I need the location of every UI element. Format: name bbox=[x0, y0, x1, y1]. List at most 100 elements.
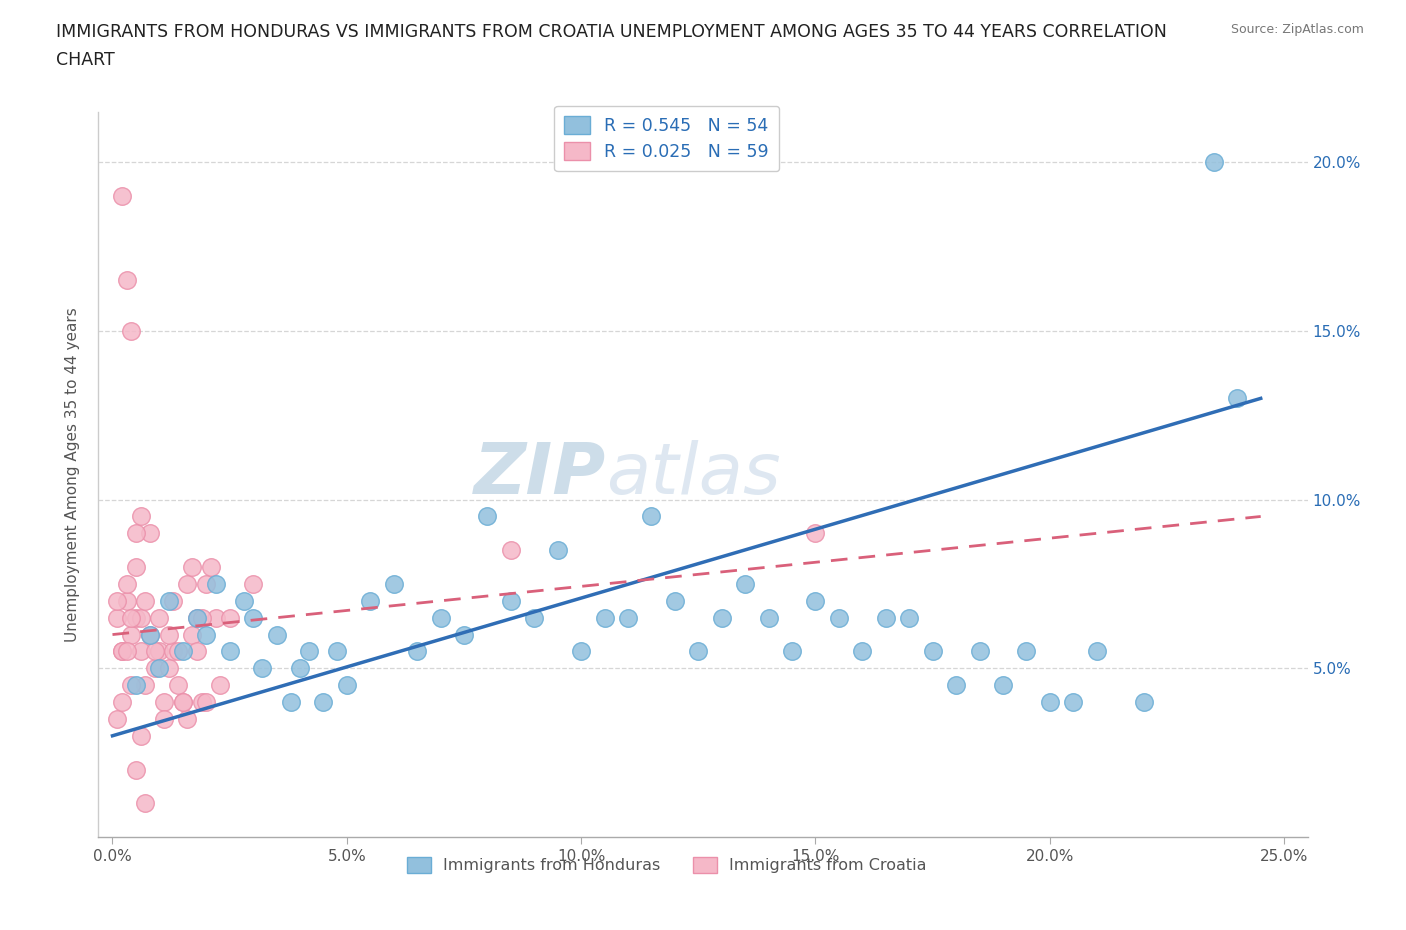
Point bbox=[148, 610, 170, 625]
Point bbox=[125, 678, 148, 693]
Point bbox=[125, 525, 148, 540]
Point bbox=[120, 678, 142, 693]
Point bbox=[195, 627, 218, 642]
Point bbox=[780, 644, 803, 658]
Point bbox=[134, 796, 156, 811]
Point bbox=[125, 762, 148, 777]
Point bbox=[195, 577, 218, 591]
Point bbox=[125, 610, 148, 625]
Point bbox=[190, 695, 212, 710]
Point bbox=[176, 711, 198, 726]
Point bbox=[406, 644, 429, 658]
Point bbox=[547, 543, 569, 558]
Point bbox=[115, 593, 138, 608]
Point bbox=[477, 509, 499, 524]
Point bbox=[326, 644, 349, 658]
Point bbox=[209, 678, 232, 693]
Point bbox=[186, 610, 208, 625]
Point bbox=[115, 577, 138, 591]
Point bbox=[157, 593, 180, 608]
Point bbox=[143, 661, 166, 676]
Point bbox=[129, 610, 152, 625]
Point bbox=[252, 661, 274, 676]
Point bbox=[190, 610, 212, 625]
Point bbox=[382, 577, 405, 591]
Point bbox=[153, 711, 176, 726]
Point bbox=[162, 593, 184, 608]
Point bbox=[1085, 644, 1108, 658]
Point bbox=[186, 610, 208, 625]
Point bbox=[617, 610, 640, 625]
Point bbox=[167, 644, 190, 658]
Point bbox=[1202, 154, 1225, 169]
Text: atlas: atlas bbox=[606, 440, 780, 509]
Point bbox=[181, 560, 204, 575]
Point bbox=[991, 678, 1014, 693]
Point bbox=[688, 644, 710, 658]
Point bbox=[288, 661, 311, 676]
Point bbox=[167, 678, 190, 693]
Y-axis label: Unemployment Among Ages 35 to 44 years: Unemployment Among Ages 35 to 44 years bbox=[65, 307, 80, 642]
Point bbox=[139, 525, 162, 540]
Point bbox=[804, 525, 827, 540]
Point bbox=[129, 728, 152, 743]
Point bbox=[139, 627, 162, 642]
Text: ZIP: ZIP bbox=[474, 440, 606, 509]
Point bbox=[336, 678, 359, 693]
Point bbox=[499, 593, 522, 608]
Point bbox=[153, 695, 176, 710]
Point bbox=[1015, 644, 1038, 658]
Point bbox=[280, 695, 302, 710]
Point bbox=[828, 610, 851, 625]
Point bbox=[162, 644, 184, 658]
Point bbox=[569, 644, 592, 658]
Point bbox=[710, 610, 733, 625]
Point bbox=[429, 610, 451, 625]
Point bbox=[218, 644, 240, 658]
Point bbox=[195, 695, 218, 710]
Point bbox=[945, 678, 967, 693]
Point bbox=[172, 644, 194, 658]
Point bbox=[105, 711, 128, 726]
Point bbox=[921, 644, 943, 658]
Point bbox=[134, 593, 156, 608]
Point bbox=[105, 610, 128, 625]
Point bbox=[298, 644, 321, 658]
Point bbox=[523, 610, 546, 625]
Point bbox=[875, 610, 897, 625]
Point bbox=[115, 272, 138, 287]
Point bbox=[204, 577, 226, 591]
Point bbox=[111, 189, 134, 204]
Point bbox=[1226, 391, 1249, 405]
Point bbox=[204, 610, 226, 625]
Point bbox=[499, 543, 522, 558]
Point bbox=[1039, 695, 1062, 710]
Point bbox=[143, 644, 166, 658]
Point bbox=[105, 593, 128, 608]
Point bbox=[1062, 695, 1084, 710]
Legend: Immigrants from Honduras, Immigrants from Croatia: Immigrants from Honduras, Immigrants fro… bbox=[401, 850, 934, 880]
Point bbox=[969, 644, 991, 658]
Point bbox=[593, 610, 616, 625]
Point bbox=[266, 627, 288, 642]
Point bbox=[129, 644, 152, 658]
Point bbox=[218, 610, 240, 625]
Point bbox=[120, 324, 142, 339]
Point bbox=[898, 610, 921, 625]
Point bbox=[1132, 695, 1154, 710]
Point bbox=[242, 610, 264, 625]
Point bbox=[176, 577, 198, 591]
Point bbox=[640, 509, 662, 524]
Point bbox=[200, 560, 222, 575]
Point bbox=[129, 509, 152, 524]
Point bbox=[120, 610, 142, 625]
Point bbox=[232, 593, 254, 608]
Point bbox=[359, 593, 381, 608]
Point bbox=[172, 695, 194, 710]
Point bbox=[111, 644, 134, 658]
Point bbox=[111, 695, 134, 710]
Point bbox=[139, 627, 162, 642]
Point bbox=[453, 627, 475, 642]
Point bbox=[157, 661, 180, 676]
Point bbox=[125, 560, 148, 575]
